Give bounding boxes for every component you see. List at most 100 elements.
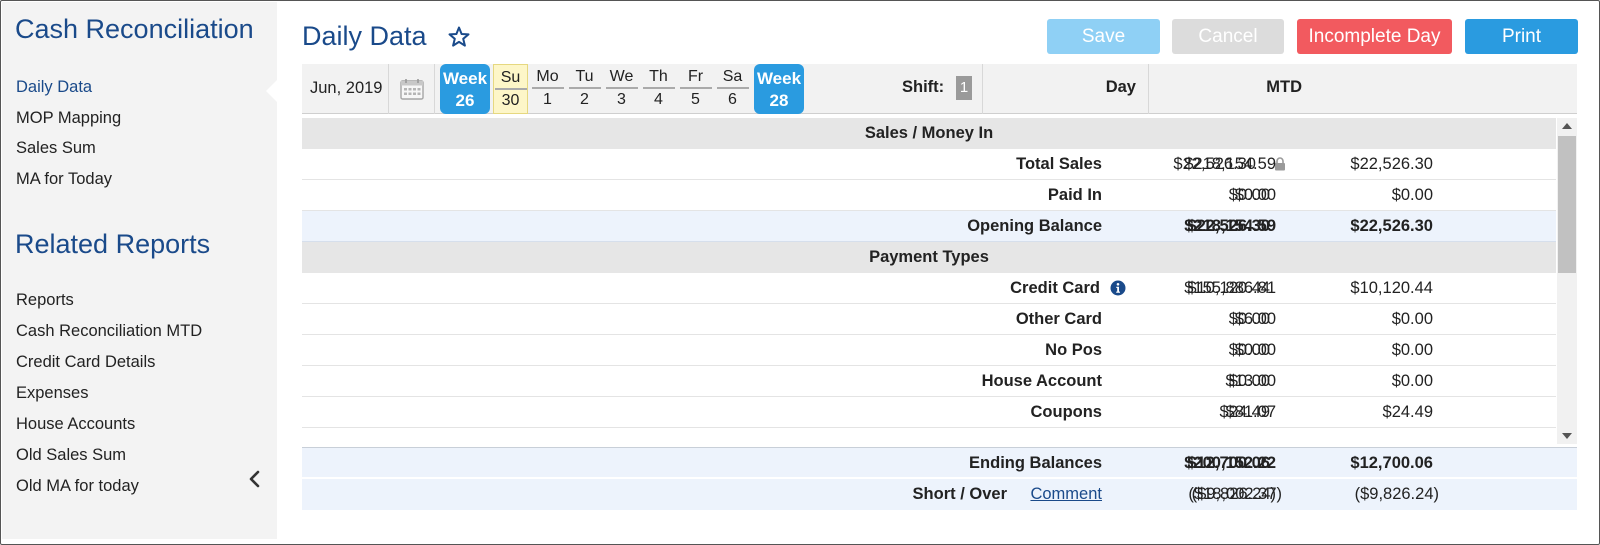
day-date: 30 (501, 92, 520, 109)
section-header: Sales / Money In (302, 118, 1556, 149)
chevron-left-icon[interactable] (247, 470, 263, 488)
table-row-coupons: Coupons $24.49 $24.49 $81.07 (302, 397, 1556, 428)
day-value: $12,700.06 (1350, 454, 1433, 472)
table-row-credit-card: Credit Card $10,120.44 $10,120.44 $155,8… (302, 273, 1556, 304)
column-header-day: Day (1105, 78, 1136, 96)
shift-value: $0.00 (1228, 310, 1270, 328)
active-item-notch (266, 80, 277, 102)
sidebar-title: Cash Reconciliation (15, 14, 254, 44)
week-number: 26 (455, 91, 475, 110)
scroll-up-icon[interactable] (1562, 123, 1572, 129)
row-label: Paid In (1047, 186, 1102, 204)
mtd-value: $0.00 (1234, 341, 1276, 359)
day-date: 3 (617, 91, 626, 108)
divider (1148, 64, 1149, 114)
shift-value: $0.00 (1228, 372, 1270, 390)
scroll-thumb[interactable] (1558, 136, 1576, 273)
related-item-credit-card-details[interactable]: Credit Card Details (16, 353, 156, 371)
divider (982, 64, 983, 114)
day-th[interactable]: Th 4 (641, 64, 676, 114)
week-number: 28 (769, 91, 789, 110)
cancel-button[interactable]: Cancel (1172, 19, 1284, 54)
sidebar: Cash Reconciliation Daily Data MOP Mappi… (2, 2, 277, 539)
print-button[interactable]: Print (1465, 19, 1578, 54)
shift-value: ($9,826.24) (1191, 485, 1276, 503)
table-row-ending-balances: Ending Balances $12,700.06 $12,700.06 $2… (302, 447, 1577, 478)
day-fr[interactable]: Fr 5 (678, 64, 713, 114)
save-button[interactable]: Save (1047, 19, 1160, 54)
related-item-cash-reconciliation-mtd[interactable]: Cash Reconciliation MTD (16, 322, 203, 340)
table-row-house-account: House Account $0.00 $0.00 $13.00 (302, 366, 1556, 397)
star-outline-icon[interactable] (447, 25, 471, 49)
sidebar-item-mop-mapping[interactable]: MOP Mapping (16, 109, 122, 127)
day-date: 4 (654, 91, 663, 108)
mtd-value: $200,152.22 (1184, 454, 1276, 472)
incomplete-day-button[interactable]: Incomplete Day (1297, 19, 1452, 54)
shift-selector[interactable]: 1 (956, 76, 972, 100)
row-label: House Account (981, 372, 1102, 390)
related-item-old-sales-sum[interactable]: Old Sales Sum (16, 446, 127, 464)
related-item-expenses[interactable]: Expenses (16, 384, 89, 402)
sidebar-item-sales-sum[interactable]: Sales Sum (16, 139, 96, 157)
row-label: Opening Balance (967, 217, 1102, 235)
day-value: $24.49 (1382, 403, 1433, 421)
table-row-opening-balance: Opening Balance $22,526.30 $22,526.30 $2… (302, 211, 1556, 242)
mtd-value: $81.07 (1225, 403, 1276, 421)
week-label: Week (756, 69, 802, 88)
table-row-paid-in: Paid In $0.00 $0.00 $0.00 (302, 180, 1556, 211)
week-next-button[interactable]: Week 28 (754, 64, 804, 114)
related-item-house-accounts[interactable]: House Accounts (16, 415, 136, 433)
day-date: 2 (580, 91, 589, 108)
table-row-total-sales: Total Sales $22,526.30 $22,526.30 $218,1… (302, 149, 1556, 180)
day-date: 1 (543, 91, 552, 108)
month-label: Jun, 2019 (310, 79, 383, 97)
week-label: Week (442, 69, 488, 88)
scroll-down-icon[interactable] (1562, 433, 1572, 439)
table-row-short-over: Short / Over Comment ($9,826.24) ($9,826… (302, 479, 1577, 510)
day-name: Tu (568, 68, 601, 89)
day-name: Mo (531, 68, 564, 89)
day-value: $10,120.44 (1350, 279, 1433, 297)
row-label: Credit Card (1010, 279, 1100, 297)
day-tu[interactable]: Tu 2 (567, 64, 602, 114)
week-prev-button[interactable]: Week 26 (440, 64, 490, 114)
table-row-no-pos: No Pos $0.00 $0.00 $0.00 (302, 335, 1556, 366)
page-title: Daily Data (302, 21, 427, 51)
day-value: $0.00 (1391, 310, 1433, 328)
date-bar: Jun, 2019 Week 26 Su 30 Mo 1 Tu 2 (302, 64, 1577, 114)
day-su[interactable]: Su 30 (493, 64, 528, 114)
shift-value: $22,526.30 (1187, 217, 1270, 235)
day-value: $0.00 (1391, 341, 1433, 359)
shift-value: $22,526.30 (1173, 155, 1256, 173)
related-item-old-ma-for-today[interactable]: Old MA for today (16, 477, 139, 495)
divider (388, 64, 389, 114)
shift-value: $10,120.44 (1187, 279, 1270, 297)
row-label: Coupons (1030, 403, 1103, 421)
day-value: $22,526.30 (1350, 155, 1433, 173)
sidebar-item-daily-data[interactable]: Daily Data (16, 78, 93, 96)
calendar-icon[interactable] (400, 78, 424, 100)
day-we[interactable]: We 3 (604, 64, 639, 114)
sidebar-item-ma-for-today[interactable]: MA for Today (16, 170, 112, 188)
day-mo[interactable]: Mo 1 (530, 64, 565, 114)
row-label: Other Card (1015, 310, 1102, 328)
row-label: No Pos (1045, 341, 1102, 359)
comment-link[interactable]: Comment (1030, 485, 1102, 503)
related-item-reports[interactable]: Reports (16, 291, 74, 309)
day-name: We (605, 68, 638, 89)
shift-value: $0.00 (1228, 186, 1270, 204)
row-label: Ending Balances (969, 454, 1102, 472)
day-name: Sa (716, 68, 749, 89)
day-date: 6 (728, 91, 737, 108)
day-value: ($9,826.24) (1354, 485, 1439, 503)
day-sa[interactable]: Sa 6 (715, 64, 750, 114)
info-icon[interactable] (1110, 280, 1126, 296)
table-scrollbar[interactable] (1557, 118, 1577, 444)
mtd-value: $218,154.59 (1184, 155, 1276, 173)
day-name: Th (642, 68, 675, 89)
mtd-value: $6.00 (1234, 310, 1276, 328)
lock-icon (1275, 157, 1285, 171)
table-row-other-card: Other Card $0.00 $0.00 $6.00 (302, 304, 1556, 335)
section-header: Payment Types (302, 242, 1556, 273)
